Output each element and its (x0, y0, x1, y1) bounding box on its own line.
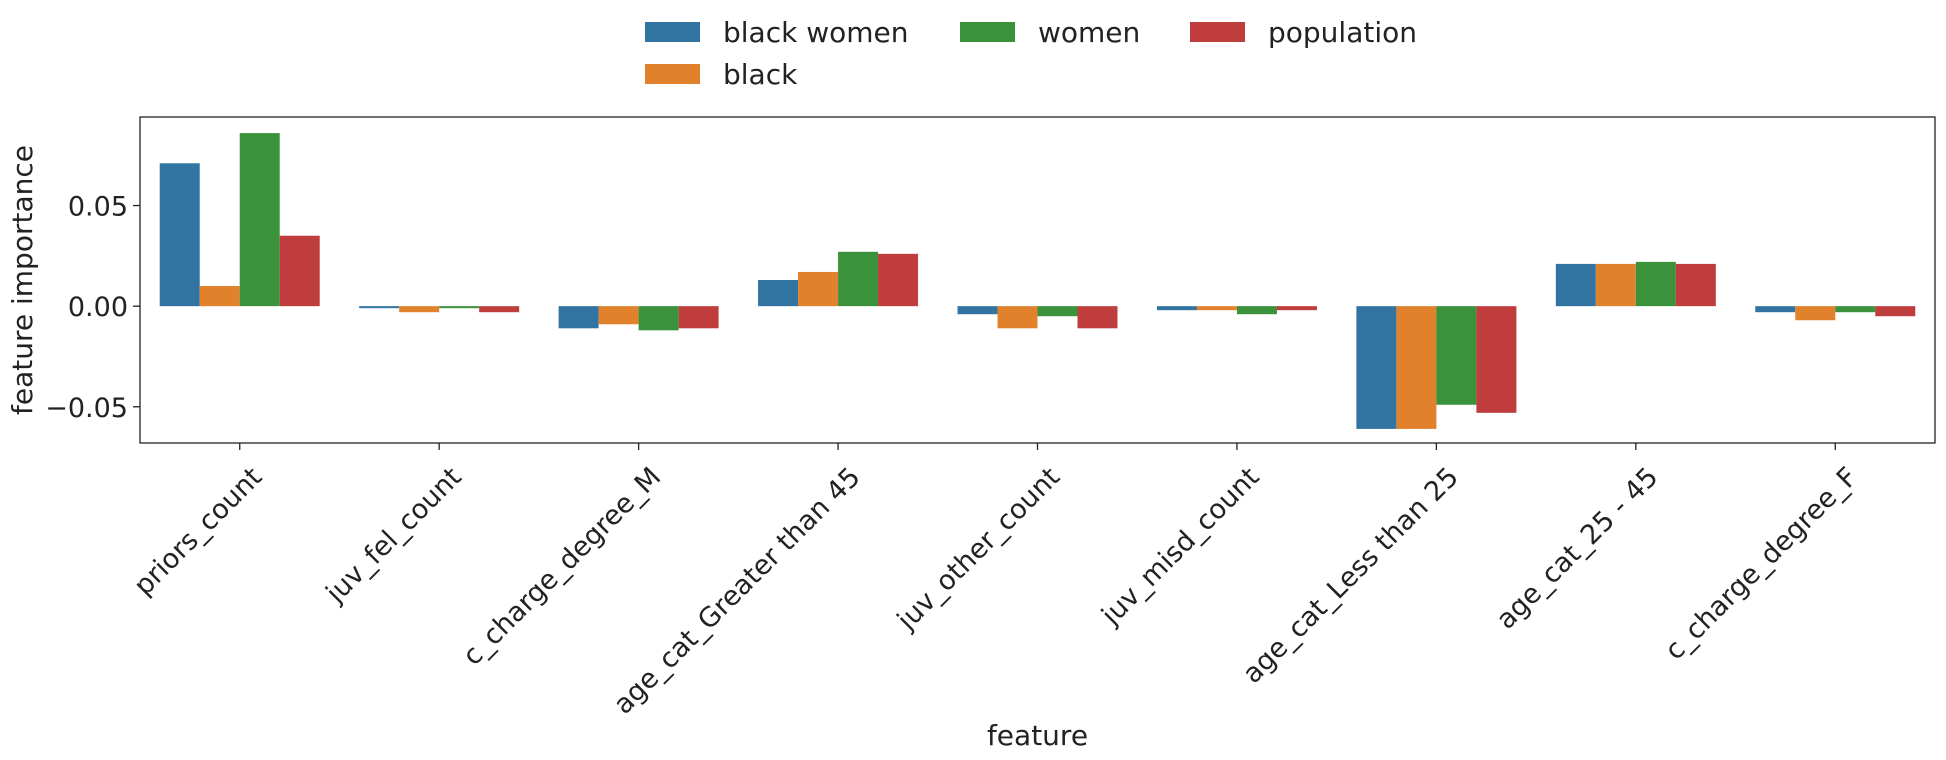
bar-women-1 (439, 306, 480, 309)
bar-black-women-8 (1755, 306, 1796, 313)
x-tick-label: juv_misd_count (1095, 462, 1265, 632)
bar-black-women-2 (558, 306, 599, 329)
bar-population-5 (1276, 306, 1317, 311)
bar-population-4 (1077, 306, 1118, 329)
bar-black-women-0 (159, 163, 200, 307)
bar-women-2 (638, 306, 679, 331)
bar-women-4 (1037, 306, 1078, 317)
bar-black-3 (798, 271, 839, 307)
legend-label: population (1268, 15, 1417, 49)
bar-black-2 (598, 306, 639, 325)
bar-black-women-6 (1356, 306, 1397, 429)
bar-women-7 (1635, 261, 1676, 307)
bar-women-0 (239, 133, 280, 307)
bar-population-0 (279, 235, 320, 307)
bar-black-6 (1396, 306, 1437, 429)
bar-black-women-4 (957, 306, 998, 315)
x-axis: priors_count juv_fel_countc_charge_degree… (128, 443, 1864, 720)
x-tick-label: priors_count (128, 462, 268, 602)
legend-item-population: population (1190, 14, 1440, 50)
y-tick-label: 0.05 (68, 192, 128, 223)
legend-label: black women (723, 15, 909, 49)
bars-group (159, 133, 1916, 429)
legend-item-black-women: black women (645, 14, 960, 50)
bar-population-1 (479, 306, 520, 313)
bar-black-8 (1795, 306, 1836, 321)
y-tick-label: 0.00 (68, 292, 128, 323)
bar-black-4 (997, 306, 1038, 329)
legend-swatch (960, 22, 1015, 42)
bar-women-3 (838, 251, 879, 307)
legend-swatch (645, 22, 700, 42)
bar-black-women-7 (1555, 263, 1596, 307)
x-axis-label: feature (987, 719, 1088, 752)
bar-black-7 (1595, 263, 1636, 307)
bar-women-5 (1236, 306, 1277, 315)
bar-women-6 (1436, 306, 1477, 405)
bar-population-6 (1476, 306, 1517, 413)
bar-black-women-5 (1156, 306, 1197, 311)
legend-label: women (1038, 15, 1141, 49)
y-tick-label: −0.05 (45, 393, 128, 424)
legend: black women women population black (645, 14, 1440, 92)
bar-black-women-1 (359, 306, 400, 309)
bar-women-8 (1835, 306, 1876, 313)
bar-black-0 (199, 286, 240, 307)
legend-label: black (723, 57, 798, 91)
bar-population-2 (678, 306, 719, 329)
bar-population-3 (878, 253, 919, 307)
legend-item-women: women (960, 14, 1190, 50)
bar-population-8 (1875, 306, 1916, 317)
x-tick-label: c_charge_degree_M (457, 462, 667, 672)
x-tick-label: juv_fel_count (320, 462, 468, 610)
bar-black-1 (399, 306, 440, 313)
bar-black-5 (1196, 306, 1237, 311)
y-axis-label: feature importance (6, 145, 39, 415)
x-tick-label: c_charge_degree_F (1659, 462, 1864, 667)
legend-swatch (1190, 22, 1245, 42)
bar-population-7 (1675, 263, 1716, 307)
x-tick-label: age_cat_25 - 45 (1490, 462, 1664, 636)
x-tick-label: age_cat_Less than 25 (1237, 462, 1465, 690)
y-axis: 0.05 0.00 −0.05 (45, 192, 140, 424)
legend-item-black: black (645, 56, 960, 92)
bar-black-women-3 (758, 280, 799, 307)
legend-swatch (645, 64, 700, 84)
x-tick-label: juv_other_count (891, 462, 1066, 637)
